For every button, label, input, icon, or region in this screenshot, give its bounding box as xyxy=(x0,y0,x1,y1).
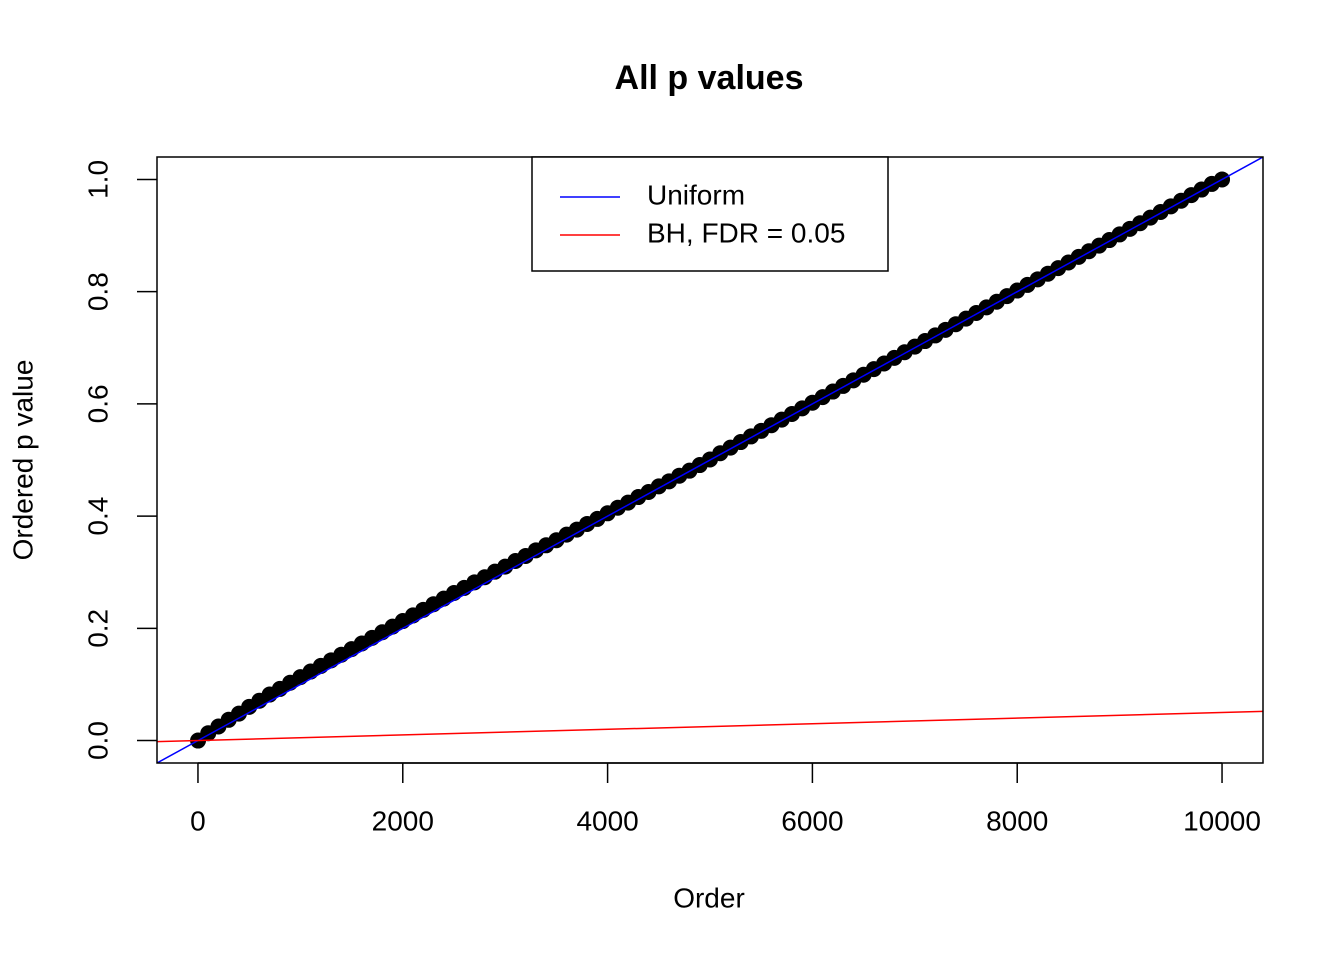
y-tick-label: 1.0 xyxy=(82,160,113,199)
x-tick-label: 6000 xyxy=(781,805,843,836)
reference-line xyxy=(157,157,1263,763)
x-axis-label: Order xyxy=(673,882,745,913)
plot-area xyxy=(157,157,1263,763)
y-tick-label: 0.0 xyxy=(82,721,113,760)
y-tick-label: 0.2 xyxy=(82,609,113,648)
y-tick-label: 0.6 xyxy=(82,384,113,423)
reference-line xyxy=(157,710,1263,743)
y-tick-label: 0.4 xyxy=(82,497,113,536)
x-tick-label: 10000 xyxy=(1183,805,1261,836)
legend-label: Uniform xyxy=(647,179,745,210)
x-tick-label: 2000 xyxy=(372,805,434,836)
x-tick-label: 4000 xyxy=(576,805,638,836)
chart-title: All p values xyxy=(615,59,804,97)
legend-box xyxy=(531,156,889,272)
y-tick-label: 0.8 xyxy=(82,272,113,311)
y-axis-label: Ordered p value xyxy=(7,360,38,561)
x-tick-label: 0 xyxy=(190,805,206,836)
legend-label: BH, FDR = 0.05 xyxy=(647,217,845,248)
x-tick-label: 8000 xyxy=(986,805,1048,836)
